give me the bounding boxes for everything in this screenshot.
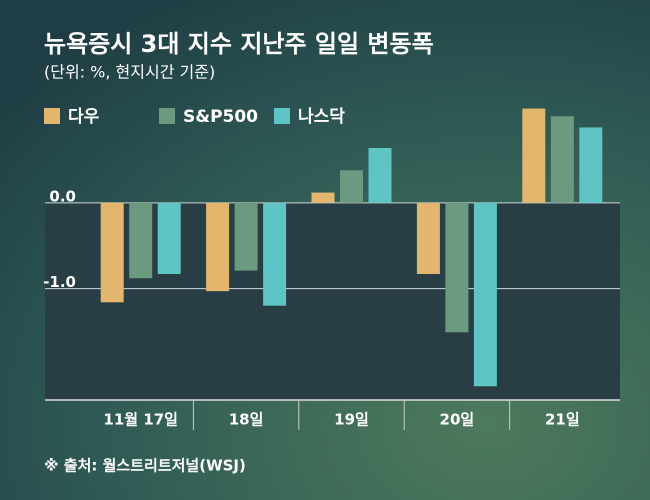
legend-swatch [159,108,175,124]
bar [206,202,230,292]
bar [129,202,153,279]
y-tick-label: 0.0 [49,187,76,205]
bar [522,108,546,203]
bar [157,202,181,274]
bar [263,202,287,306]
legend-swatch [274,108,290,124]
bar [473,202,497,387]
legend-label: S&P500 [183,107,258,127]
x-tick-label: 21일 [545,411,580,429]
bar [550,116,574,203]
legend-label: 나스닥 [298,107,345,127]
bar [445,202,469,333]
source: ※ 출처: 월스트리트저널(WSJ) [44,457,246,475]
bar [579,127,603,203]
bar [340,170,363,203]
x-tick-label: 19일 [334,411,369,429]
x-tick-label: 20일 [440,411,475,429]
x-tick-label: 11월 17일 [103,411,178,429]
bar [100,202,124,303]
y-tick-label: -1.0 [43,273,76,291]
chart-subtitle: (단위: %, 현지시간 기준) [44,63,215,82]
legend-label: 다우 [68,107,100,127]
legend-swatch [44,108,60,124]
bar [311,192,335,203]
bar [368,148,392,203]
chart-title: 뉴욕증시 3대 지수 지난주 일일 변동폭 [44,30,434,58]
bar [416,202,440,274]
x-tick-label: 18일 [229,411,264,429]
bar [234,202,258,271]
